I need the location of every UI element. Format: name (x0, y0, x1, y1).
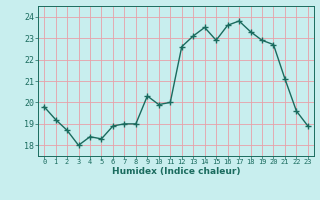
X-axis label: Humidex (Indice chaleur): Humidex (Indice chaleur) (112, 167, 240, 176)
